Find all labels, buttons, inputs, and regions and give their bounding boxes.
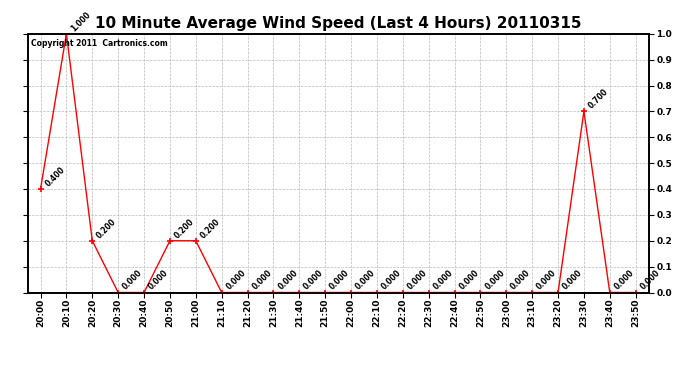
Text: 0.000: 0.000	[250, 268, 273, 292]
Text: 0.000: 0.000	[380, 268, 403, 292]
Text: 0.200: 0.200	[172, 217, 196, 240]
Text: 0.000: 0.000	[121, 268, 144, 292]
Text: 0.000: 0.000	[224, 268, 248, 292]
Text: 0.700: 0.700	[586, 87, 610, 111]
Text: 0.000: 0.000	[302, 268, 325, 292]
Text: 0.000: 0.000	[483, 268, 506, 292]
Text: 0.000: 0.000	[509, 268, 532, 292]
Text: 0.000: 0.000	[561, 268, 584, 292]
Text: 0.200: 0.200	[95, 217, 118, 240]
Text: 0.000: 0.000	[535, 268, 558, 292]
Text: Copyright 2011  Cartronics.com: Copyright 2011 Cartronics.com	[31, 39, 168, 48]
Text: 0.000: 0.000	[457, 268, 480, 292]
Text: 0.000: 0.000	[613, 268, 635, 292]
Text: 0.400: 0.400	[43, 165, 66, 188]
Text: 0.000: 0.000	[406, 268, 428, 292]
Text: 0.000: 0.000	[328, 268, 351, 292]
Title: 10 Minute Average Wind Speed (Last 4 Hours) 20110315: 10 Minute Average Wind Speed (Last 4 Hou…	[95, 16, 582, 31]
Text: 0.000: 0.000	[638, 268, 662, 292]
Text: 1.000: 1.000	[69, 10, 92, 33]
Text: 0.000: 0.000	[147, 268, 170, 292]
Text: 0.000: 0.000	[354, 268, 377, 292]
Text: 0.000: 0.000	[276, 268, 299, 292]
Text: 0.000: 0.000	[431, 268, 455, 292]
Text: 0.200: 0.200	[199, 217, 221, 240]
